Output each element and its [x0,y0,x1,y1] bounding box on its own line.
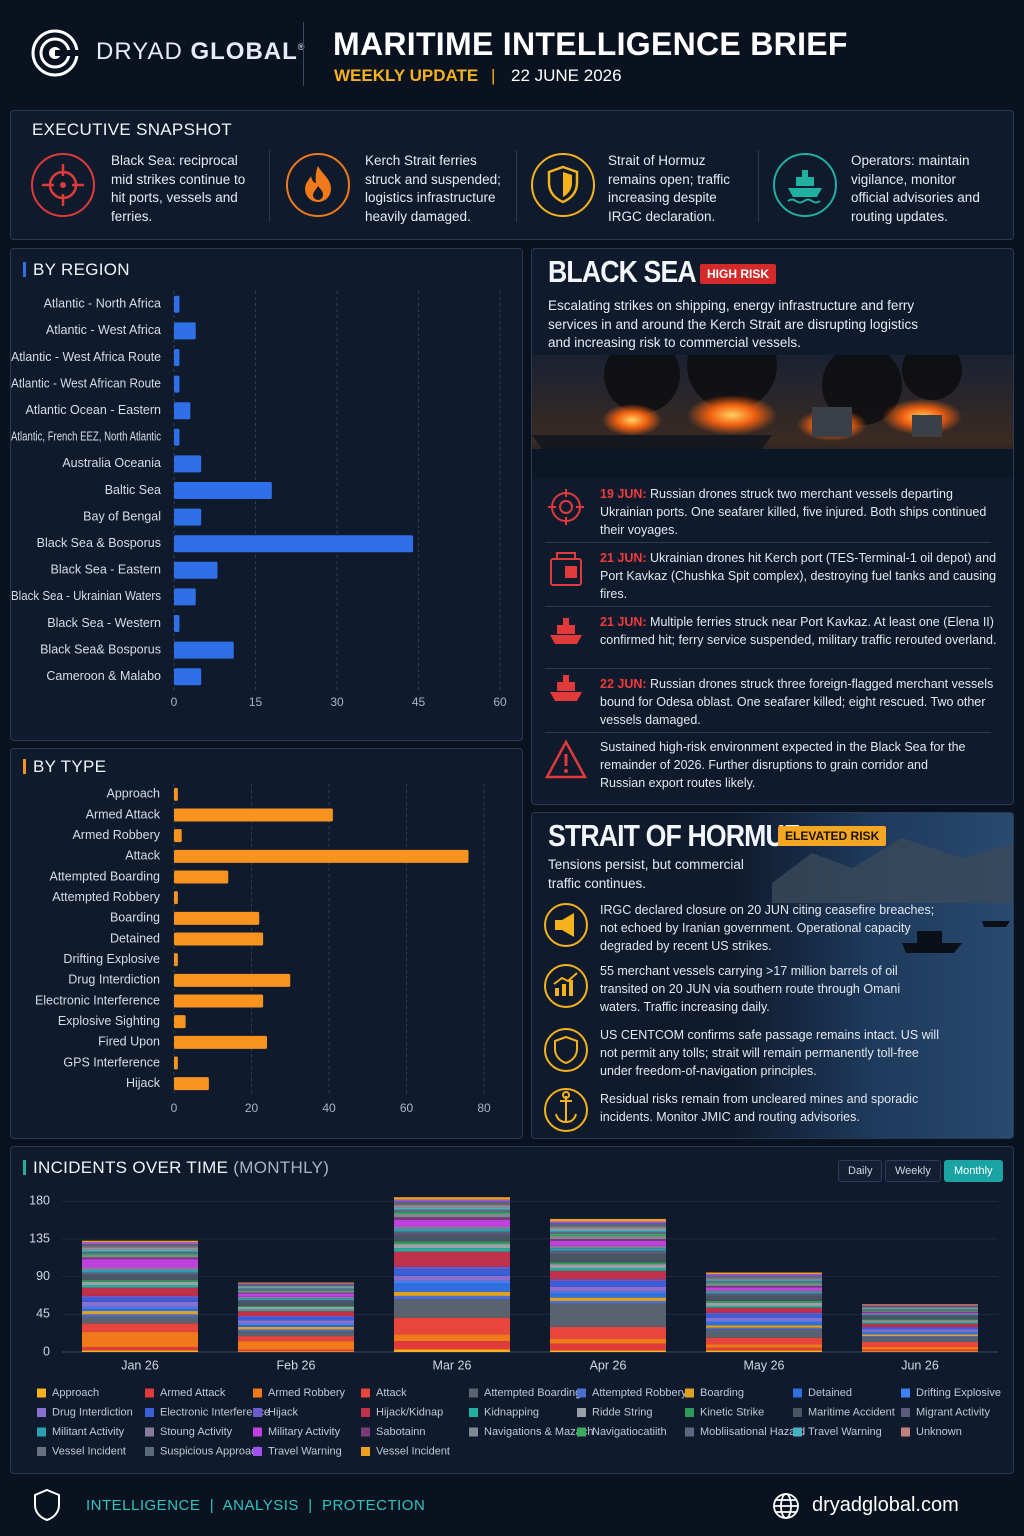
logo-mark [31,29,79,77]
registered-mark: ® [297,42,306,52]
icon-ship [773,153,837,217]
event-text: Russian drones struck two merchant vesse… [600,487,987,538]
event-date: 19 JUN: [600,487,647,501]
hormuz-panel [531,812,1014,1139]
outlook: Sustained high-risk environment expected… [600,740,966,791]
accent-bar [23,262,26,277]
event: 22 JUN: Russian drones struck three fore… [600,675,1000,729]
section-title: STRAIT OF HORMUZ [548,818,800,853]
divider [269,150,270,222]
event-date: 22 JUN: [600,677,647,691]
event: 19 JUN: Russian drones struck two mercha… [600,485,1000,539]
divider [545,542,991,543]
footer-shield [34,1488,60,1522]
icon-fire [286,153,350,217]
toggle-button[interactable]: Weekly [885,1160,941,1182]
brand: DRYAD GLOBAL® [96,38,305,66]
black-sea-image [532,355,1013,478]
icon-target [31,153,95,217]
section-title: BLACK SEA [548,254,697,289]
divider [758,150,759,222]
brand-light: DRYAD [96,38,183,65]
chart-subtitle: (MONTHLY) [233,1158,330,1177]
chart-title-text: INCIDENTS OVER TIME [33,1158,229,1177]
tagline-item: INTELLIGENCE [86,1497,201,1514]
hormuz-item: IRGC declared closure on 20 JUN citing c… [600,903,935,954]
snapshot-text: Strait of Hormuz remains open; traffic i… [608,153,731,224]
event-text: Ukrainian drones hit Kerch port (TES-Ter… [600,551,997,602]
event-date: 21 JUN: [600,551,647,565]
divider [545,606,991,607]
hormuz-item: 55 merchant vessels carrying >17 million… [600,964,901,1015]
toggle-button[interactable]: Daily [838,1160,883,1182]
hormuz-item: Residual risks remain from uncleared min… [600,1092,919,1125]
page-date: 22 JUNE 2026 [511,66,622,85]
event: 21 JUN: Multiple ferries struck near Por… [600,613,1000,649]
region-panel [10,248,523,741]
hormuz-item: US CENTCOM confirms safe passage remains… [600,1028,939,1079]
divider [516,150,517,222]
chart-title: BY REGION [33,260,130,279]
icon-shield [531,153,595,217]
divider [545,668,991,669]
snapshot-title: EXECUTIVE SNAPSHOT [32,120,232,139]
chart-title: INCIDENTS OVER TIME (MONTHLY) [33,1158,329,1178]
accent-bar [23,1160,26,1175]
tagline-item: PROTECTION [321,1497,426,1514]
snapshot-panel [10,110,1014,240]
incidents-panel [10,1146,1014,1474]
chart-title: BY TYPE [33,757,107,776]
header-divider [303,22,304,86]
snapshot-text: Black Sea: reciprocal mid strikes contin… [111,153,246,224]
event-date: 21 JUN: [600,615,647,629]
page-title: MARITIME INTELLIGENCE BRIEF [333,26,848,62]
section-summary: Tensions persist, but commercial traffic… [548,857,744,891]
tagline: INTELLIGENCE | ANALYSIS | PROTECTION [86,1497,426,1514]
tagline-item: ANALYSIS [222,1497,299,1514]
event-icons [545,489,587,779]
website[interactable]: dryadglobal.com [812,1494,959,1516]
snapshot-text: Operators: maintain vigilance, monitor o… [851,153,980,224]
page-subtitle: WEEKLY UPDATE [334,66,479,85]
brand-bold: GLOBAL [190,38,298,65]
globe-icon [773,1493,799,1519]
hormuz-image [732,813,1013,1138]
subtitle-divider: | [491,66,496,85]
divider [545,732,991,733]
risk-badge: HIGH RISK [700,264,777,284]
toggle-button[interactable]: Monthly [944,1160,1003,1182]
event-text: Russian drones struck three foreign-flag… [600,677,994,728]
section-summary: Escalating strikes on shipping, energy i… [548,298,918,351]
black-sea-panel [531,248,1014,805]
event: 21 JUN: Ukrainian drones hit Kerch port … [600,549,1000,603]
hormuz-icons [544,903,588,1132]
snapshot-text: Kerch Strait ferries struck and suspende… [365,153,501,224]
accent-bar [23,759,26,774]
event-text: Multiple ferries struck near Port Kavkaz… [600,615,997,648]
type-panel [10,748,523,1139]
risk-badge: ELEVATED RISK [778,826,887,846]
